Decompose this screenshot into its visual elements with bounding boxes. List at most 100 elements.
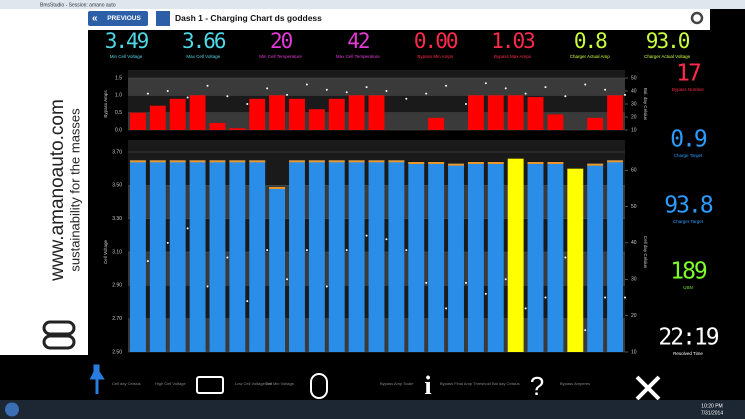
side-metric-label: Charger Target bbox=[673, 219, 704, 224]
temperature-dot bbox=[186, 227, 189, 230]
bar-cap bbox=[587, 163, 604, 166]
temperature-dot bbox=[305, 249, 308, 252]
temperature-dot bbox=[524, 307, 527, 310]
temperature-dot bbox=[504, 87, 507, 90]
legend-entry: Cell day Celsius bbox=[112, 381, 141, 386]
bar bbox=[129, 112, 146, 130]
mouse-icon[interactable] bbox=[310, 373, 328, 399]
temperature-dot bbox=[445, 84, 448, 87]
bar bbox=[487, 162, 504, 352]
temperature-dot bbox=[266, 87, 269, 90]
bar-cap bbox=[149, 160, 166, 163]
y2-tick-label: 20 bbox=[631, 114, 637, 120]
temperature-dot bbox=[146, 260, 149, 263]
legend-entry: Bal day Celsius bbox=[492, 381, 520, 386]
temperature-dot bbox=[146, 92, 149, 95]
keyboard-icon[interactable] bbox=[196, 376, 224, 394]
bar bbox=[607, 160, 624, 352]
metric-value: 42 bbox=[347, 29, 369, 53]
temperature-dot bbox=[445, 307, 448, 310]
back-arrow: « bbox=[92, 13, 98, 24]
temperature-dot bbox=[464, 103, 467, 105]
y-axis-label: Bypass Amps bbox=[103, 90, 108, 118]
bar bbox=[348, 95, 365, 130]
settings-gear[interactable] bbox=[690, 11, 704, 25]
help-icon[interactable]: ? bbox=[530, 371, 544, 401]
bar bbox=[189, 160, 206, 352]
metric-label: Bypass Min Amps bbox=[417, 54, 454, 59]
temperature-dot bbox=[624, 296, 626, 299]
metric-value: 3.49 bbox=[105, 29, 149, 53]
bar bbox=[547, 114, 564, 130]
y2-tick-label: 40 bbox=[631, 88, 637, 94]
bar bbox=[308, 160, 325, 352]
bar-cap bbox=[348, 160, 365, 163]
bar bbox=[408, 162, 425, 352]
bar bbox=[368, 160, 385, 352]
temperature-dot bbox=[365, 234, 368, 237]
metric-value: 0.8 bbox=[574, 29, 607, 53]
metric-value: 3.66 bbox=[182, 29, 226, 53]
header-icon bbox=[156, 11, 170, 26]
y-tick-label: 1.5 bbox=[115, 75, 122, 81]
previous-label: PREVIOUS bbox=[107, 15, 141, 22]
window-titlebar bbox=[0, 0, 745, 9]
bar-cap bbox=[448, 163, 464, 166]
taskbar bbox=[0, 400, 745, 419]
bar bbox=[448, 163, 464, 352]
bar bbox=[189, 95, 206, 130]
y-tick-label: 0.0 bbox=[115, 127, 122, 133]
temperature-dot bbox=[484, 292, 487, 295]
bar bbox=[428, 117, 445, 130]
bar bbox=[289, 98, 305, 130]
metric-label: Bypass Max Amps bbox=[494, 54, 532, 59]
bar bbox=[249, 160, 266, 352]
bar bbox=[467, 95, 484, 130]
brand-logo bbox=[42, 320, 76, 350]
temperature-dot bbox=[166, 90, 169, 92]
legend-entry: Cell Min Voltage bbox=[265, 381, 295, 386]
y2-tick-label: 30 bbox=[631, 101, 637, 107]
start-button[interactable] bbox=[5, 402, 19, 417]
bar bbox=[328, 160, 345, 352]
temperature-dot bbox=[226, 95, 229, 98]
bar-cap bbox=[289, 160, 305, 163]
bar-cap bbox=[607, 160, 624, 163]
bar bbox=[328, 98, 345, 130]
side-metric-label: USN bbox=[683, 285, 693, 290]
y2-tick-label: 20 bbox=[631, 313, 637, 319]
info-icon[interactable]: i bbox=[424, 371, 431, 400]
temperature-dot bbox=[186, 96, 189, 99]
bar bbox=[209, 160, 226, 352]
temperature-dot bbox=[425, 281, 428, 284]
previous-button[interactable] bbox=[88, 11, 148, 26]
bar bbox=[507, 158, 524, 352]
bar bbox=[209, 123, 226, 130]
bar bbox=[308, 109, 325, 130]
side-metric-label: Bypass Number bbox=[672, 87, 705, 92]
temperature-dot bbox=[405, 249, 408, 252]
temperature-dot bbox=[226, 256, 229, 259]
temperature-dot bbox=[385, 90, 388, 92]
bar-cap bbox=[229, 160, 246, 163]
close-icon[interactable] bbox=[635, 375, 661, 401]
bar bbox=[269, 187, 286, 352]
bar bbox=[587, 117, 604, 130]
temperature-dot bbox=[504, 278, 507, 281]
bar-cap bbox=[527, 162, 544, 164]
side-metric-value: 189 bbox=[670, 259, 707, 285]
side-metric-value: 17 bbox=[676, 61, 701, 87]
bar bbox=[547, 162, 564, 352]
bar bbox=[467, 162, 484, 352]
header-bar bbox=[88, 9, 710, 30]
bar-cap bbox=[388, 160, 405, 163]
temperature-dot bbox=[584, 329, 587, 332]
pin-icon[interactable] bbox=[89, 364, 105, 394]
bar bbox=[428, 162, 445, 352]
metric-value: 20 bbox=[270, 29, 293, 53]
y2-tick-label: 50 bbox=[631, 204, 637, 210]
metric-label: Charger Actual Voltage bbox=[644, 54, 691, 59]
bar-cap bbox=[249, 160, 266, 163]
bar bbox=[229, 128, 246, 130]
legend-entry: Low Cell Voltage Bar bbox=[235, 381, 273, 386]
